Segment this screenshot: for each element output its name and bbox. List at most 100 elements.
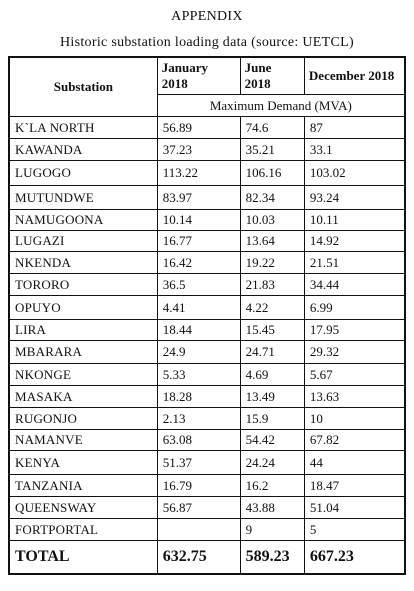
june-value-cell: 13.64 xyxy=(239,230,305,252)
table-row: MASAKA 18.28 13.49 13.63 xyxy=(8,385,406,408)
substation-name-cell: MASAKA xyxy=(8,385,158,408)
january-value-cell: 56.89 xyxy=(156,116,241,139)
december-value-cell: 34.44 xyxy=(303,273,406,296)
table-row: TORORO 36.5 21.83 34.44 xyxy=(8,273,406,296)
june-value-cell: 10.03 xyxy=(239,209,305,231)
substation-name-cell: NAMUGOONA xyxy=(8,209,158,231)
january-value-cell: 5.33 xyxy=(156,363,241,386)
substation-name-cell: NKONGE xyxy=(8,363,158,386)
june-value-cell: 106.16 xyxy=(239,160,305,186)
header-january: January 2018 xyxy=(156,56,241,95)
substation-loading-table: Substation January 2018 June 2018 Decemb… xyxy=(8,56,406,575)
december-value-cell: 18.47 xyxy=(303,474,406,497)
table-row: KENYA 51.37 24.24 44 xyxy=(8,450,406,475)
june-value-cell: 15.45 xyxy=(239,319,305,341)
header-unit-caption: Maximum Demand (MVA) xyxy=(156,94,406,117)
substation-name-cell: LUGOGO xyxy=(8,160,158,186)
total-january: 632.75 xyxy=(156,540,241,575)
december-value-cell: 51.04 xyxy=(303,496,406,519)
table-row: NKENDA 16.42 19.22 21.51 xyxy=(8,251,406,274)
table-body: K`LA NORTH 56.89 74.6 87 KAWANDA 37.23 35.21 33… xyxy=(8,116,406,541)
table-row: MBARARA 24.9 24.71 29.32 xyxy=(8,340,406,364)
january-value-cell: 113.22 xyxy=(156,160,241,186)
december-value-cell: 5.67 xyxy=(303,363,406,386)
june-value-cell: 82.34 xyxy=(239,185,305,210)
december-value-cell: 14.92 xyxy=(303,230,406,252)
june-value-cell: 4.22 xyxy=(239,295,305,320)
table-caption: Historic substation loading data (source… xyxy=(60,35,354,50)
header-june: June 2018 xyxy=(239,56,305,95)
appendix-title: APPENDIX xyxy=(171,9,243,24)
january-value-cell: 16.79 xyxy=(156,474,241,497)
substation-name-cell: FORTPORTAL xyxy=(8,518,158,541)
substation-name-cell: MBARARA xyxy=(8,340,158,364)
december-value-cell: 10 xyxy=(303,407,406,430)
june-value-cell: 21.83 xyxy=(239,273,305,296)
substation-name-cell: LIRA xyxy=(8,319,158,341)
table-row: K`LA NORTH 56.89 74.6 87 xyxy=(8,116,406,139)
january-value-cell: 10.14 xyxy=(156,209,241,231)
substation-name-cell: RUGONJO xyxy=(8,407,158,430)
december-value-cell: 67.82 xyxy=(303,429,406,451)
december-value-cell: 5 xyxy=(303,518,406,541)
january-value-cell: 36.5 xyxy=(156,273,241,296)
december-value-cell: 17.95 xyxy=(303,319,406,341)
january-value-cell: 4.41 xyxy=(156,295,241,320)
table-row: FORTPORTAL 9 5 xyxy=(8,518,406,541)
january-value-cell xyxy=(156,518,241,541)
table-row: NKONGE 5.33 4.69 5.67 xyxy=(8,363,406,386)
january-value-cell: 2.13 xyxy=(156,407,241,430)
june-value-cell: 54.42 xyxy=(239,429,305,451)
june-value-cell: 35.21 xyxy=(239,138,305,161)
table-row: NAMUGOONA 10.14 10.03 10.11 xyxy=(8,209,406,231)
total-december: 667.23 xyxy=(303,540,406,575)
substation-name-cell: KAWANDA xyxy=(8,138,158,161)
table-row: RUGONJO 2.13 15.9 10 xyxy=(8,407,406,430)
substation-name-cell: K`LA NORTH xyxy=(8,116,158,139)
december-value-cell: 93.24 xyxy=(303,185,406,210)
january-value-cell: 24.9 xyxy=(156,340,241,364)
january-value-cell: 16.42 xyxy=(156,251,241,274)
december-value-cell: 103.02 xyxy=(303,160,406,186)
june-value-cell: 13.49 xyxy=(239,385,305,408)
total-row: TOTAL 632.75 589.23 667.23 xyxy=(8,540,406,575)
june-value-cell: 24.24 xyxy=(239,450,305,475)
table-row: QUEENSWAY 56.87 43.88 51.04 xyxy=(8,496,406,519)
june-value-cell: 19.22 xyxy=(239,251,305,274)
january-value-cell: 37.23 xyxy=(156,138,241,161)
january-value-cell: 51.37 xyxy=(156,450,241,475)
substation-name-cell: KENYA xyxy=(8,450,158,475)
substation-name-cell: TORORO xyxy=(8,273,158,296)
june-value-cell: 74.6 xyxy=(239,116,305,139)
december-value-cell: 13.63 xyxy=(303,385,406,408)
substation-name-cell: LUGAZI xyxy=(8,230,158,252)
substation-name-cell: TANZANIA xyxy=(8,474,158,497)
june-value-cell: 43.88 xyxy=(239,496,305,519)
january-value-cell: 83.97 xyxy=(156,185,241,210)
header-december: December 2018 xyxy=(303,56,406,95)
table-row: NAMANVE 63.08 54.42 67.82 xyxy=(8,429,406,451)
table-row: MUTUNDWE 83.97 82.34 93.24 xyxy=(8,185,406,210)
january-value-cell: 56.87 xyxy=(156,496,241,519)
june-value-cell: 9 xyxy=(239,518,305,541)
total-june: 589.23 xyxy=(239,540,305,575)
table-row: TANZANIA 16.79 16.2 18.47 xyxy=(8,474,406,497)
table-row: LIRA 18.44 15.45 17.95 xyxy=(8,319,406,341)
december-value-cell: 29.32 xyxy=(303,340,406,364)
december-value-cell: 87 xyxy=(303,116,406,139)
table-row: LUGAZI 16.77 13.64 14.92 xyxy=(8,230,406,252)
substation-name-cell: MUTUNDWE xyxy=(8,185,158,210)
table-row: KAWANDA 37.23 35.21 33.1 xyxy=(8,138,406,161)
january-value-cell: 16.77 xyxy=(156,230,241,252)
june-value-cell: 16.2 xyxy=(239,474,305,497)
december-value-cell: 10.11 xyxy=(303,209,406,231)
june-value-cell: 24.71 xyxy=(239,340,305,364)
december-value-cell: 21.51 xyxy=(303,251,406,274)
substation-name-cell: OPUYO xyxy=(8,295,158,320)
june-value-cell: 4.69 xyxy=(239,363,305,386)
december-value-cell: 6.99 xyxy=(303,295,406,320)
january-value-cell: 18.44 xyxy=(156,319,241,341)
december-value-cell: 33.1 xyxy=(303,138,406,161)
january-value-cell: 18.28 xyxy=(156,385,241,408)
substation-name-cell: NAMANVE xyxy=(8,429,158,451)
